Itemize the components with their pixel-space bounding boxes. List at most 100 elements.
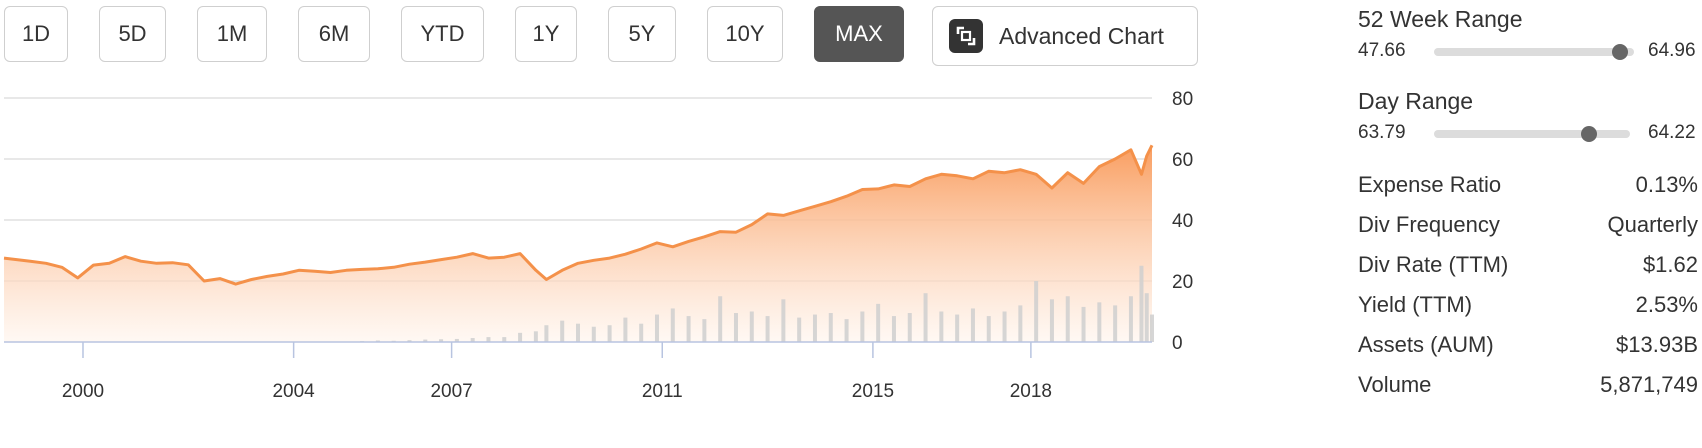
stat-label: Div Rate (TTM)	[1358, 252, 1509, 277]
volume-bar	[1034, 281, 1039, 342]
x-tick-label: 2007	[430, 381, 472, 402]
volume-bar	[439, 339, 444, 342]
stat-label: Volume	[1358, 372, 1432, 397]
stat-row-yield: Yield (TTM) 2.53%	[1358, 292, 1698, 318]
volume-bar	[607, 325, 612, 342]
volume-bar	[1139, 265, 1144, 342]
stat-value: 5,871,749	[1600, 372, 1698, 397]
stat-value: $13.93B	[1616, 332, 1698, 357]
y-tick-label: 60	[1172, 150, 1193, 171]
volume-bar	[407, 340, 412, 342]
volume-bar	[828, 313, 833, 342]
range-button-10y[interactable]: 10Y	[707, 6, 783, 62]
x-tick-label: 2004	[272, 381, 315, 402]
volume-bar	[749, 311, 754, 342]
x-tick-label: 2018	[1010, 381, 1052, 402]
volume-bar	[718, 296, 723, 342]
range-button-1y[interactable]: 1Y	[515, 6, 577, 62]
volume-bar	[891, 316, 896, 342]
volume-bar	[423, 339, 428, 342]
expand-icon	[949, 19, 983, 53]
stat-value: $1.62	[1642, 252, 1698, 277]
range-button-6m[interactable]: 6M	[298, 6, 370, 62]
volume-bar	[1081, 306, 1086, 342]
x-tick-label: 2000	[62, 381, 104, 402]
volume-bar	[375, 340, 380, 342]
volume-bar	[986, 316, 991, 342]
stat-value: 2.53%	[1635, 292, 1698, 317]
volume-bar	[797, 317, 802, 342]
volume-bar	[639, 323, 644, 342]
day-high: 64.22	[1648, 122, 1696, 143]
volume-bar	[518, 332, 523, 342]
day-range-title: Day Range	[1358, 88, 1474, 114]
volume-bar	[1018, 305, 1023, 342]
volume-bar	[623, 317, 628, 342]
volume-bar	[1128, 296, 1133, 342]
range-button-5y[interactable]: 5Y	[608, 6, 676, 62]
advanced-chart-label: Advanced Chart	[999, 22, 1164, 49]
volume-bar	[812, 314, 817, 342]
volume-bar	[939, 311, 944, 342]
week52-range-slider	[1434, 44, 1634, 60]
week52-range-marker	[1612, 44, 1628, 60]
volume-bar	[544, 325, 549, 342]
volume-bar	[560, 320, 565, 342]
range-button-ytd[interactable]: YTD	[401, 6, 484, 62]
volume-bar	[502, 337, 507, 342]
volume-bar	[733, 313, 738, 342]
day-range-slider	[1434, 126, 1630, 142]
range-button-1m[interactable]: 1M	[197, 6, 267, 62]
volume-bar	[1144, 293, 1149, 342]
stat-label: Expense Ratio	[1358, 172, 1502, 197]
volume-bar	[470, 338, 475, 342]
stat-row-volume: Volume 5,871,749	[1358, 372, 1698, 398]
price-chart: 80 60 40 20 0 2000 2004 2007 2011 2015 2018	[3, 89, 1193, 402]
week52-low: 47.66	[1358, 40, 1406, 61]
stat-row-div-frequency: Div Frequency Quarterly	[1358, 212, 1698, 238]
x-tick-label: 2011	[642, 381, 683, 402]
volume-bar	[955, 314, 960, 342]
volume-bar	[876, 303, 881, 342]
stat-row-assets: Assets (AUM) $13.93B	[1358, 332, 1698, 358]
range-button-5d[interactable]: 5D	[99, 6, 166, 62]
stat-value: 0.13%	[1635, 172, 1698, 197]
stat-label: Div Frequency	[1358, 212, 1500, 237]
volume-bar	[454, 338, 459, 342]
stat-label: Assets (AUM)	[1358, 332, 1494, 357]
volume-bar	[702, 319, 707, 342]
volume-bar	[670, 308, 675, 342]
volume-bar	[1113, 305, 1118, 342]
volume-bar	[486, 337, 491, 342]
stat-row-div-rate: Div Rate (TTM) $1.62	[1358, 252, 1698, 278]
week52-high: 64.96	[1648, 40, 1696, 61]
volume-bar	[533, 331, 538, 342]
week52-range-title: 52 Week Range	[1358, 6, 1523, 32]
stat-value: Quarterly	[1607, 212, 1698, 237]
price-line	[3, 144, 1154, 286]
y-tick-label: 80	[1172, 89, 1193, 110]
price-area	[4, 145, 1152, 342]
y-tick-label: 0	[1172, 333, 1183, 354]
volume-bar	[1097, 302, 1102, 342]
volume-bar	[1150, 314, 1154, 342]
volume-bar	[844, 319, 849, 342]
volume-bar	[576, 323, 580, 342]
volume-bar	[765, 316, 770, 342]
day-low: 63.79	[1358, 122, 1406, 143]
volume-bar	[654, 314, 659, 342]
volume-bar	[1049, 299, 1054, 342]
advanced-chart-button[interactable]: Advanced Chart	[932, 6, 1198, 66]
y-tick-label: 20	[1172, 272, 1193, 293]
volume-bar	[970, 308, 975, 342]
stat-label: Yield (TTM)	[1358, 292, 1473, 317]
range-button-max[interactable]: MAX	[814, 6, 904, 62]
volume-bar	[907, 313, 912, 342]
day-range-marker	[1580, 126, 1597, 142]
range-button-1d[interactable]: 1D	[4, 6, 68, 62]
stat-row-expense-ratio: Expense Ratio 0.13%	[1358, 172, 1698, 198]
volume-bar	[686, 316, 691, 342]
volume-bar	[591, 326, 596, 342]
volume-bar	[781, 299, 786, 342]
volume-bar	[1002, 311, 1007, 342]
